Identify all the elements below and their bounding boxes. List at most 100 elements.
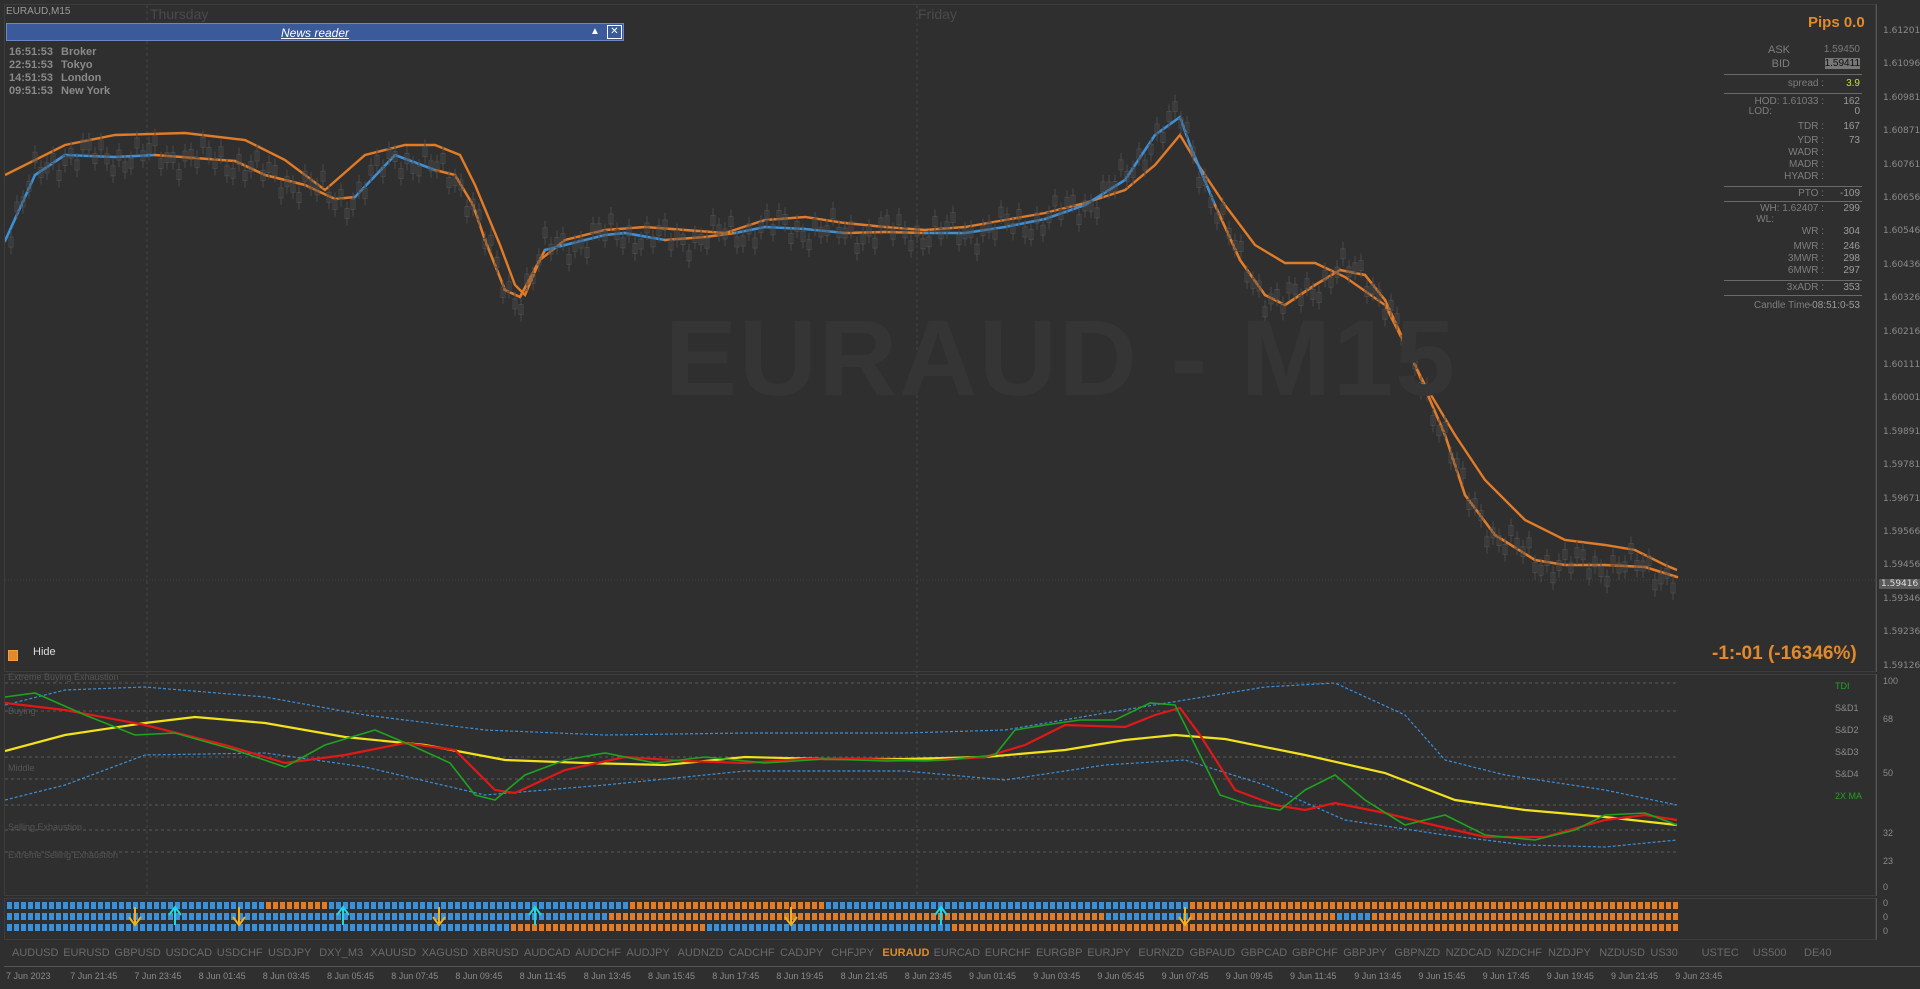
- price-chart-canvas: [5, 5, 1877, 673]
- price-tick: 1.59236: [1883, 627, 1920, 638]
- price-tick: 1.60761: [1883, 159, 1920, 170]
- tdi-oscillator-canvas: [5, 675, 1678, 897]
- world-clocks: 16:51:53 Broker 22:51:53 Tokyo 14:51:53 Lon…: [9, 46, 110, 98]
- ask-row: ASK 1.59450: [1767, 44, 1860, 56]
- currency-strength-blocks[interactable]: [4, 898, 1876, 940]
- symbol-tab-audjpy[interactable]: AUDJPY: [626, 947, 670, 959]
- price-tick: 1.60111: [1883, 360, 1920, 370]
- symbol-tab-nzdchf[interactable]: NZDCHF: [1496, 947, 1543, 959]
- time-tick: 9 Jun 11:45: [1290, 971, 1337, 981]
- price-tick: 1.59456: [1883, 560, 1920, 571]
- time-tick: 7 Jun 21:45: [70, 971, 118, 981]
- time-tick: 8 Jun 17:45: [712, 971, 760, 981]
- time-tick: 9 Jun 19:45: [1546, 971, 1594, 981]
- 3xadr-row: 3xADR :353: [1786, 282, 1860, 293]
- symbol-tab-nzdusd[interactable]: NZDUSD: [1599, 947, 1646, 959]
- symbol-tab-cadjpy[interactable]: CADJPY: [780, 947, 824, 959]
- tdi-oscillator-panel[interactable]: [4, 674, 1876, 897]
- spread-row: spread :3.9: [1787, 78, 1860, 89]
- wadr-row: WADR :: [1788, 147, 1824, 158]
- symbol-tab-eurchf[interactable]: EURCHF: [984, 947, 1031, 959]
- symbol-tab-de40[interactable]: DE40: [1804, 947, 1832, 959]
- time-axis: 7 Jun 2023 7 Jun 21:45 7 Jun 23:45 8 Jun 01…: [4, 966, 1920, 989]
- middle-label: Middle: [8, 763, 35, 773]
- symbol-tab-eurjpy[interactable]: EURJPY: [1087, 947, 1131, 959]
- symbol-tab-gbpcad[interactable]: GBPCAD: [1240, 947, 1288, 959]
- symbol-tab-xagusd[interactable]: XAGUSD: [421, 947, 469, 959]
- news-reader-bar[interactable]: News reader ▲ ✕: [6, 23, 624, 41]
- pnl-readout: -1:-01 (-16346%): [1712, 643, 1857, 664]
- collapse-icon[interactable]: ▲: [590, 26, 600, 37]
- symbol-tab-chfjpy[interactable]: CHFJPY: [831, 947, 874, 959]
- symbol-tab-xauusd[interactable]: XAUUSD: [370, 947, 417, 959]
- 6mwr-row: 6MWR :297: [1787, 265, 1860, 276]
- symbol-tab-cadchf[interactable]: CADCHF: [728, 947, 775, 959]
- symbol-tab-audchf[interactable]: AUDCHF: [575, 947, 622, 959]
- symbol-tabs: AUDUSD EURUSD GBPUSD USDCAD USDCHF USDJPY DXY_…: [4, 942, 1920, 966]
- symbol-tab-audnzd[interactable]: AUDNZD: [677, 947, 724, 959]
- hyadr-row: HYADR :: [1784, 171, 1824, 182]
- symbol-tab-eurgbp[interactable]: EURGBP: [1036, 947, 1083, 959]
- symbol-tab-dxy_m3[interactable]: DXY_M3: [319, 947, 364, 959]
- price-tick: 1.59346: [1883, 593, 1920, 604]
- price-tick: 1.60656: [1883, 193, 1920, 203]
- selling-exhaustion-label: Selling Exhaustion: [8, 822, 83, 832]
- hide-toggle-button[interactable]: [8, 650, 18, 661]
- symbol-tab-gbpnzd[interactable]: GBPNZD: [1394, 947, 1441, 959]
- pto-row: PTO : -109: [1798, 188, 1860, 199]
- oscillator-axis: 100 68 50 32 23 0: [1876, 674, 1920, 896]
- time-tick: 9 Jun 23:45: [1675, 971, 1723, 981]
- 3mwr-row: 3MWR :298: [1787, 253, 1860, 264]
- time-tick: 8 Jun 19:45: [776, 971, 824, 981]
- price-tick: 1.60981: [1883, 92, 1920, 103]
- symbol-tab-audusd[interactable]: AUDUSD: [12, 947, 59, 959]
- symbol-tab-usdchf[interactable]: USDCHF: [216, 947, 263, 959]
- symbol-tab-nzdcad[interactable]: NZDCAD: [1445, 947, 1492, 959]
- symbol-tab-usdcad[interactable]: USDCAD: [165, 947, 213, 959]
- candle-time-row: Candle Time -08:51:0-53: [1753, 300, 1860, 311]
- price-axis[interactable]: 1.59416 1.61201 1.61096 1.60981 1.60871 1.60…: [1876, 4, 1920, 672]
- close-icon[interactable]: ✕: [607, 25, 622, 39]
- time-tick: 7 Jun 23:45: [134, 971, 182, 981]
- bid-row: BID 1.59411: [1771, 58, 1860, 70]
- symbol-tab-ustec[interactable]: USTEC: [1701, 947, 1739, 959]
- time-tick: 8 Jun 03:45: [262, 971, 310, 981]
- symbol-tab-xbrusd[interactable]: XBRUSD: [472, 947, 519, 959]
- price-tick: 1.59566: [1883, 527, 1920, 537]
- time-tick: 9 Jun 07:45: [1161, 971, 1209, 981]
- clock-tokyo: 22:51:53 Tokyo: [9, 59, 93, 71]
- hod-row: HOD: 1.61033 :162: [1754, 96, 1860, 107]
- ydr-row: YDR :73: [1797, 135, 1860, 146]
- symbol-tab-eurnzd[interactable]: EURNZD: [1138, 947, 1185, 959]
- sd4-label: S&D4: [1835, 769, 1859, 779]
- symbol-tab-nzdjpy[interactable]: NZDJPY: [1548, 947, 1591, 959]
- symbol-tab-us500[interactable]: US500: [1752, 947, 1787, 959]
- symbol-tab-gbpusd[interactable]: GBPUSD: [114, 947, 161, 959]
- news-reader-title[interactable]: News reader: [281, 26, 350, 40]
- symbol-tab-usdjpy[interactable]: USDJPY: [268, 947, 312, 959]
- current-price-label: 1.59416: [1879, 579, 1920, 589]
- price-tick: 1.60326: [1883, 293, 1920, 304]
- chart-symbol-title: EURAUD,M15: [6, 6, 71, 17]
- symbol-tab-euraud[interactable]: EURAUD: [882, 947, 930, 959]
- price-tick: 1.60546: [1883, 226, 1920, 237]
- price-tick: 1.61096: [1883, 59, 1920, 70]
- symbol-tab-audcad[interactable]: AUDCAD: [524, 947, 571, 959]
- pips-readout: Pips 0.0: [1808, 14, 1865, 31]
- symbol-tab-gbpaud[interactable]: GBPAUD: [1189, 947, 1236, 959]
- time-tick: 9 Jun 21:45: [1611, 971, 1659, 981]
- symbol-tab-eurusd[interactable]: EURUSD: [63, 947, 110, 959]
- symbol-tab-us30[interactable]: US30: [1650, 947, 1678, 959]
- symbol-tab-gbpjpy[interactable]: GBPJPY: [1343, 947, 1387, 959]
- hide-label[interactable]: Hide: [33, 646, 56, 658]
- price-tick: 1.60436: [1883, 259, 1920, 270]
- blocks-axis: 0 0 0: [1876, 898, 1920, 940]
- price-tick: 1.59891: [1883, 426, 1920, 437]
- tdr-row: TDR :167: [1797, 121, 1860, 132]
- price-tick: 1.60216: [1883, 326, 1920, 337]
- wr-row: WR :304: [1801, 226, 1860, 237]
- symbol-tab-gbpchf[interactable]: GBPCHF: [1292, 947, 1338, 959]
- price-chart[interactable]: [4, 4, 1877, 673]
- symbol-tab-eurcad[interactable]: EURCAD: [933, 947, 981, 959]
- tdi-label: TDI: [1835, 681, 1850, 691]
